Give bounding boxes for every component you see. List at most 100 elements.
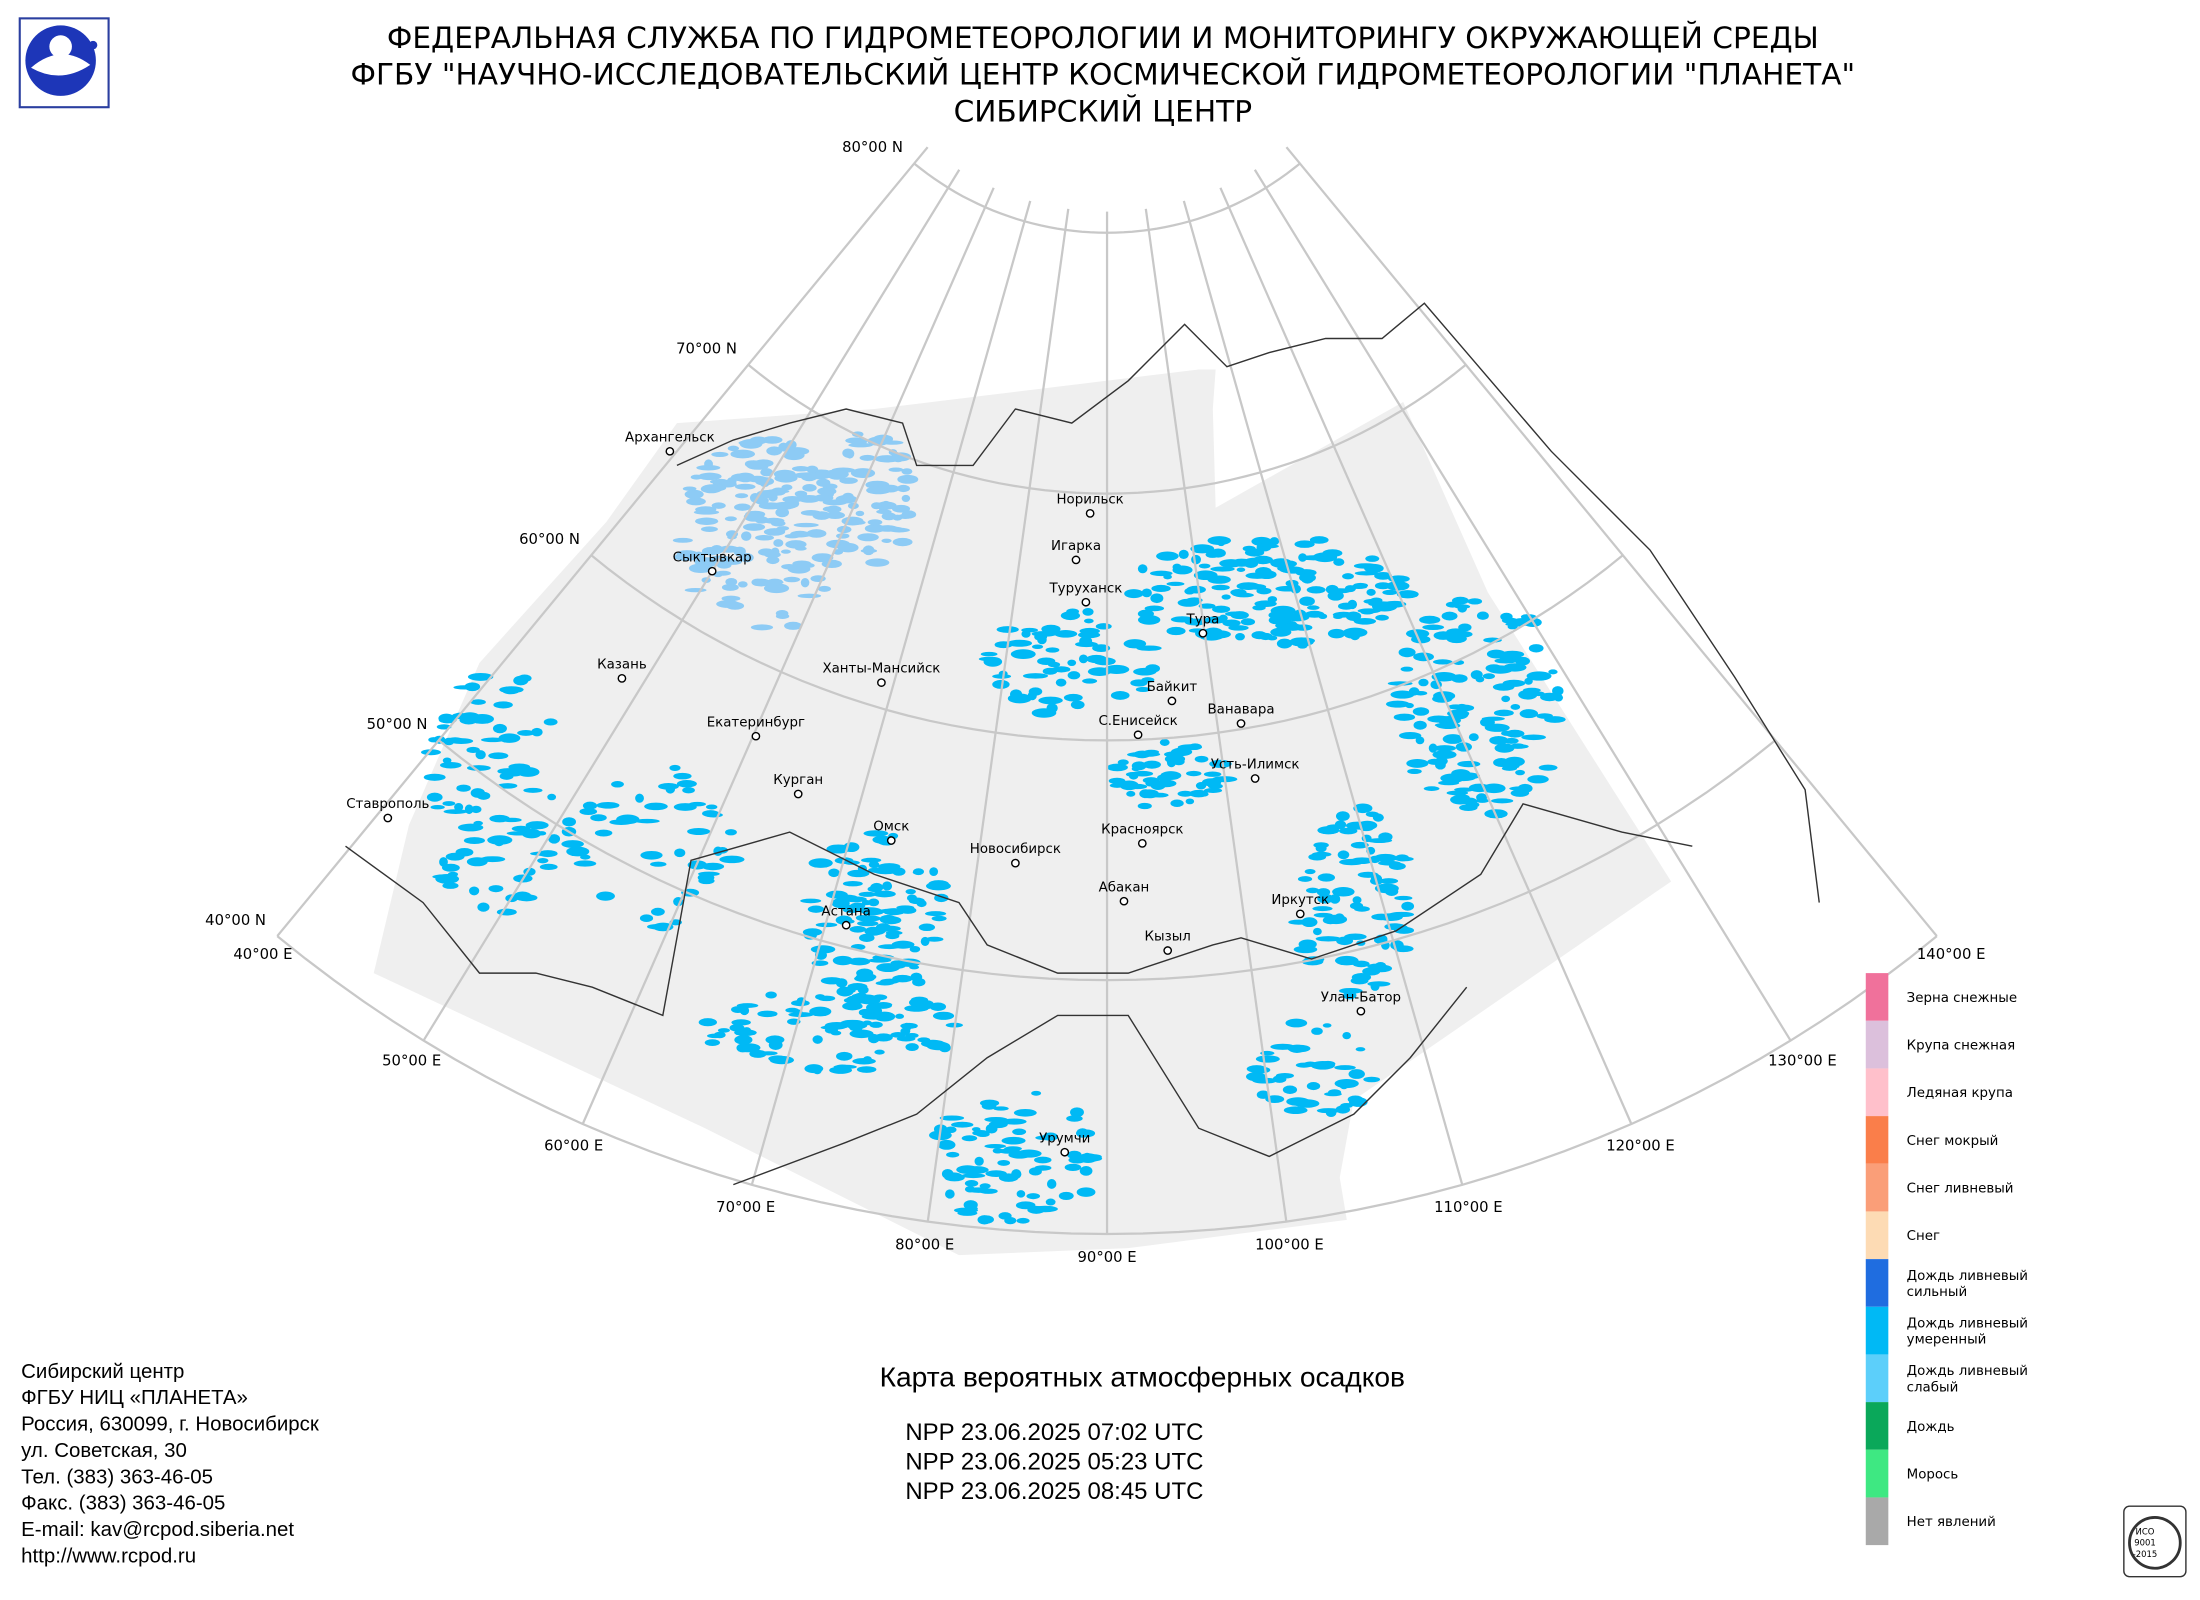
precip-patch [890,1032,906,1038]
precip-patch [1451,774,1476,782]
legend-label: Крупа снежная [1907,1039,2015,1054]
precip-patch [1070,1107,1084,1118]
precip-patch [998,1173,1019,1182]
precip-patch [1427,758,1442,765]
precip-patch [978,656,998,662]
precip-patch [499,686,524,694]
precip-patch [765,991,777,999]
logo [18,17,110,109]
precip-patch [905,1033,919,1039]
city-dot [1137,838,1147,848]
precip-patch [469,886,480,896]
precip-patch [1230,611,1249,620]
precip-patch [682,787,695,794]
precip-patch [1536,713,1553,719]
precip-patch [1434,722,1457,728]
precip-patch [1345,821,1369,830]
precip-patch [1010,689,1023,700]
legend-label: слабый [1907,1379,1959,1395]
precip-patch [1463,797,1478,806]
precip-patch [1395,854,1410,862]
precip-patch [839,477,858,484]
precip-patch [1066,608,1080,615]
precip-patch [1339,987,1363,994]
city-label: Байкит [1147,680,1198,695]
precip-patch [1322,1023,1332,1028]
city-dot [1236,719,1246,728]
precip-patch [1311,851,1332,857]
precip-patch [925,936,944,942]
precip-patch [832,955,854,966]
precip-patch [896,484,910,493]
precip-patch [861,857,882,863]
precip-patch [1354,906,1370,912]
precip-patch [864,928,886,936]
precip-patch [885,930,903,936]
precip-patch [1519,709,1539,719]
precip-patch [1515,769,1525,776]
precip-patch [811,553,834,563]
precip-patch [1306,887,1320,894]
city-label: Тура [1186,612,1220,627]
precip-patch [1082,608,1094,616]
precip-patch [1150,792,1169,798]
precip-patch [582,801,598,810]
passes: NPP 23.06.2025 07:02 UTC NPP 23.06.2025 0… [905,1419,1203,1505]
precip-patch [1375,614,1389,621]
precip-patch [1212,605,1231,613]
precip-patch [1216,537,1226,547]
precip-patch [1184,618,1207,626]
precip-patch [525,821,549,830]
precip-patch [876,509,892,515]
precip-patch [858,891,877,897]
city-dot [1163,946,1173,955]
legend-label: Дождь ливневый [1907,1316,2028,1331]
lat-label: 70°00 N [676,341,737,358]
precip-patch [562,817,576,827]
precip-patch [470,699,486,705]
precip-patch [1370,981,1380,991]
precip-patch [1194,755,1209,763]
precip-patch [848,442,873,448]
precip-patch [1333,614,1343,619]
precip-patch [493,701,513,709]
precip-patch [837,542,859,553]
precip-patch [442,757,452,764]
precip-patch [1293,637,1315,645]
precip-patch [1046,1179,1057,1189]
precip-patch [1293,945,1318,954]
precip-patch [1286,1097,1310,1106]
precip-patch [1067,659,1077,667]
precip-patch [1350,857,1374,864]
precip-patch [1252,605,1266,611]
precip-patch [1335,955,1359,966]
precip-patch [1172,565,1193,575]
precip-patch [511,825,531,832]
precip-patch [1506,744,1529,749]
legend: Зерна снежные Крупа снежная Ледяная крупа С… [1865,973,2028,1546]
precip-patch [727,445,740,452]
precip-patch [961,1173,986,1179]
precip-patch [1126,790,1136,797]
precip-patch [1016,1217,1030,1224]
precip-patch [992,679,1010,689]
precip-patch [825,505,842,513]
precip-patch [1482,673,1495,680]
precip-patch [1058,1191,1074,1201]
cities: Архангельск Сыктывкар Казань Екатеринбург Ст… [346,430,1401,1157]
legend-swatch [1865,1402,1889,1450]
precip-patch [773,539,784,547]
lon-label: 100°00 E [1255,1237,1324,1254]
precip-patch [918,923,936,932]
precip-patch [1399,732,1422,740]
legend-label: Снег мокрый [1907,1134,1999,1149]
precip-patch [733,450,747,456]
precip-patch [1347,599,1358,610]
precip-patch [1279,566,1305,574]
precip-patch [673,772,692,780]
precip-patch [868,898,880,907]
precip-patch [1413,652,1434,662]
lat-label: 40°00 N [205,912,266,929]
precip-patch [423,773,446,781]
precip-patch [1309,536,1329,544]
